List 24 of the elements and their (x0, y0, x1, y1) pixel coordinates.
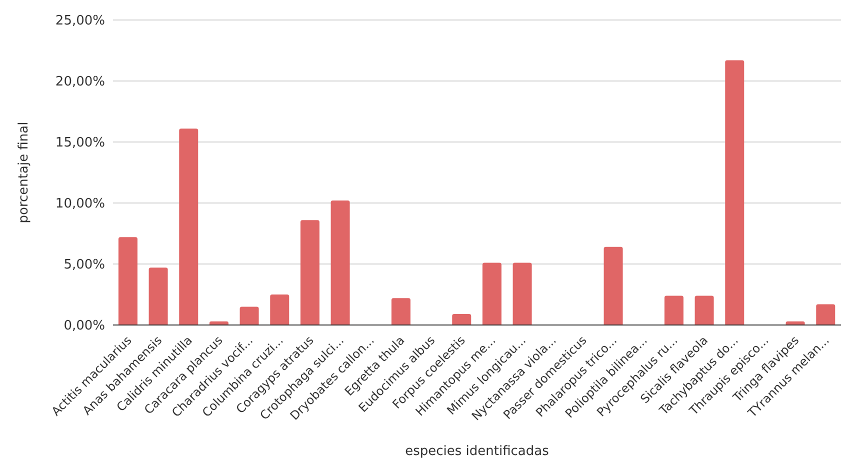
bar (452, 314, 472, 325)
y-tick-label: 0,00% (64, 318, 105, 334)
y-tick-label: 5,00% (64, 258, 105, 273)
x-axis-title: especies identificadas (405, 444, 550, 459)
bar (179, 128, 198, 325)
y-tick-label: 10,00% (55, 196, 105, 212)
bar (664, 296, 684, 325)
bar (240, 306, 259, 325)
bar (604, 246, 623, 325)
y-tick-label: 25,00% (55, 14, 105, 29)
bar (330, 200, 350, 325)
bar (300, 220, 320, 325)
bar (482, 262, 502, 325)
bar (148, 268, 168, 325)
bar (725, 60, 744, 325)
y-axis-title: porcentaje final (16, 122, 32, 224)
bar (816, 304, 836, 325)
bar (391, 298, 410, 325)
bar (270, 294, 290, 325)
y-tick-label: 15,00% (55, 136, 105, 151)
bar (118, 237, 138, 325)
bar (694, 296, 714, 325)
y-tick-label: 20,00% (55, 74, 105, 90)
bar (512, 262, 532, 325)
